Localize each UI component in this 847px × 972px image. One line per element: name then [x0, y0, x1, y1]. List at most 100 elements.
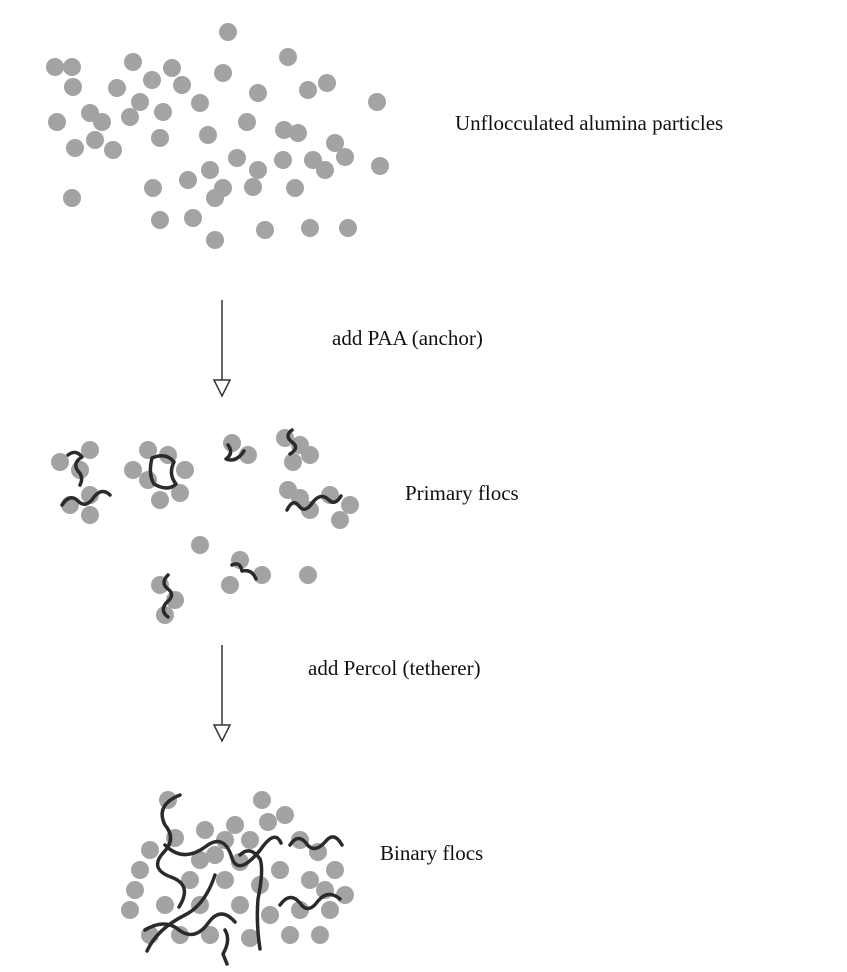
particle [144, 179, 162, 197]
particle [326, 861, 344, 879]
particle [131, 861, 149, 879]
polymer-strand [288, 835, 344, 851]
particle [176, 461, 194, 479]
particle [126, 881, 144, 899]
particle [316, 161, 334, 179]
particle [214, 64, 232, 82]
particle [371, 157, 389, 175]
polymer-strand [238, 849, 264, 951]
particle [321, 901, 339, 919]
particle [81, 441, 99, 459]
particle [184, 209, 202, 227]
particle [219, 23, 237, 41]
stage-label: Unflocculated alumina particles [455, 111, 723, 135]
particle [238, 113, 256, 131]
particle [86, 131, 104, 149]
particle [48, 113, 66, 131]
polymer-strand [224, 443, 246, 462]
particle [191, 94, 209, 112]
particle [274, 151, 292, 169]
particle [216, 831, 234, 849]
particle [206, 231, 224, 249]
polymer-strand [148, 454, 178, 490]
particle [206, 189, 224, 207]
arrow [212, 645, 232, 743]
particle [281, 926, 299, 944]
particle [171, 484, 189, 502]
polymer-strand [161, 573, 174, 619]
particle [321, 486, 339, 504]
particle [249, 161, 267, 179]
particle [301, 871, 319, 889]
particle [271, 861, 289, 879]
particle [171, 926, 189, 944]
particle [311, 926, 329, 944]
particle [151, 491, 169, 509]
particle [206, 846, 224, 864]
particle [231, 853, 249, 871]
particle [368, 93, 386, 111]
polymer-strand [221, 928, 230, 966]
particle [286, 179, 304, 197]
particle [326, 134, 344, 152]
particle [244, 178, 262, 196]
particle [301, 446, 319, 464]
particle [93, 113, 111, 131]
particle [299, 81, 317, 99]
particle [201, 161, 219, 179]
particle [81, 486, 99, 504]
particle [216, 871, 234, 889]
primary-flocs [51, 428, 359, 624]
polymer-strand [143, 912, 237, 937]
polymer-strand [285, 494, 343, 512]
particle [221, 576, 239, 594]
particle [156, 896, 174, 914]
particle [199, 126, 217, 144]
particle [179, 171, 197, 189]
particle [223, 434, 241, 452]
particle [301, 219, 319, 237]
particle [46, 58, 64, 76]
polymer-strand [66, 450, 84, 487]
particle [64, 78, 82, 96]
polymer-strand [230, 562, 258, 581]
particle [143, 71, 161, 89]
particle [284, 453, 302, 471]
particle [191, 851, 209, 869]
stage-label: Binary flocs [380, 841, 483, 865]
particle [249, 84, 267, 102]
particle [173, 76, 191, 94]
particle [121, 901, 139, 919]
particle [226, 816, 244, 834]
polymer-strand [60, 489, 112, 507]
particle [275, 121, 293, 139]
particle [289, 124, 307, 142]
particle [331, 511, 349, 529]
binary-flocs [121, 791, 354, 966]
particle [124, 461, 142, 479]
polymer-strand [145, 873, 217, 953]
particle [259, 813, 277, 831]
particle [309, 843, 327, 861]
particle [139, 441, 157, 459]
particle [339, 219, 357, 237]
particle [318, 74, 336, 92]
particle [279, 48, 297, 66]
stage-label: Primary flocs [405, 481, 519, 505]
particle [231, 896, 249, 914]
particle [51, 453, 69, 471]
particle [336, 148, 354, 166]
particle [253, 791, 271, 809]
particle [151, 129, 169, 147]
particle [81, 506, 99, 524]
polymer-strand [163, 835, 283, 868]
particle [131, 93, 149, 111]
polymer-strand [286, 428, 298, 456]
step-label: add Percol (tetherer) [308, 656, 481, 680]
particle [108, 79, 126, 97]
particle [124, 53, 142, 71]
unflocculated-particles [46, 23, 389, 249]
particle [66, 139, 84, 157]
particle [139, 471, 157, 489]
